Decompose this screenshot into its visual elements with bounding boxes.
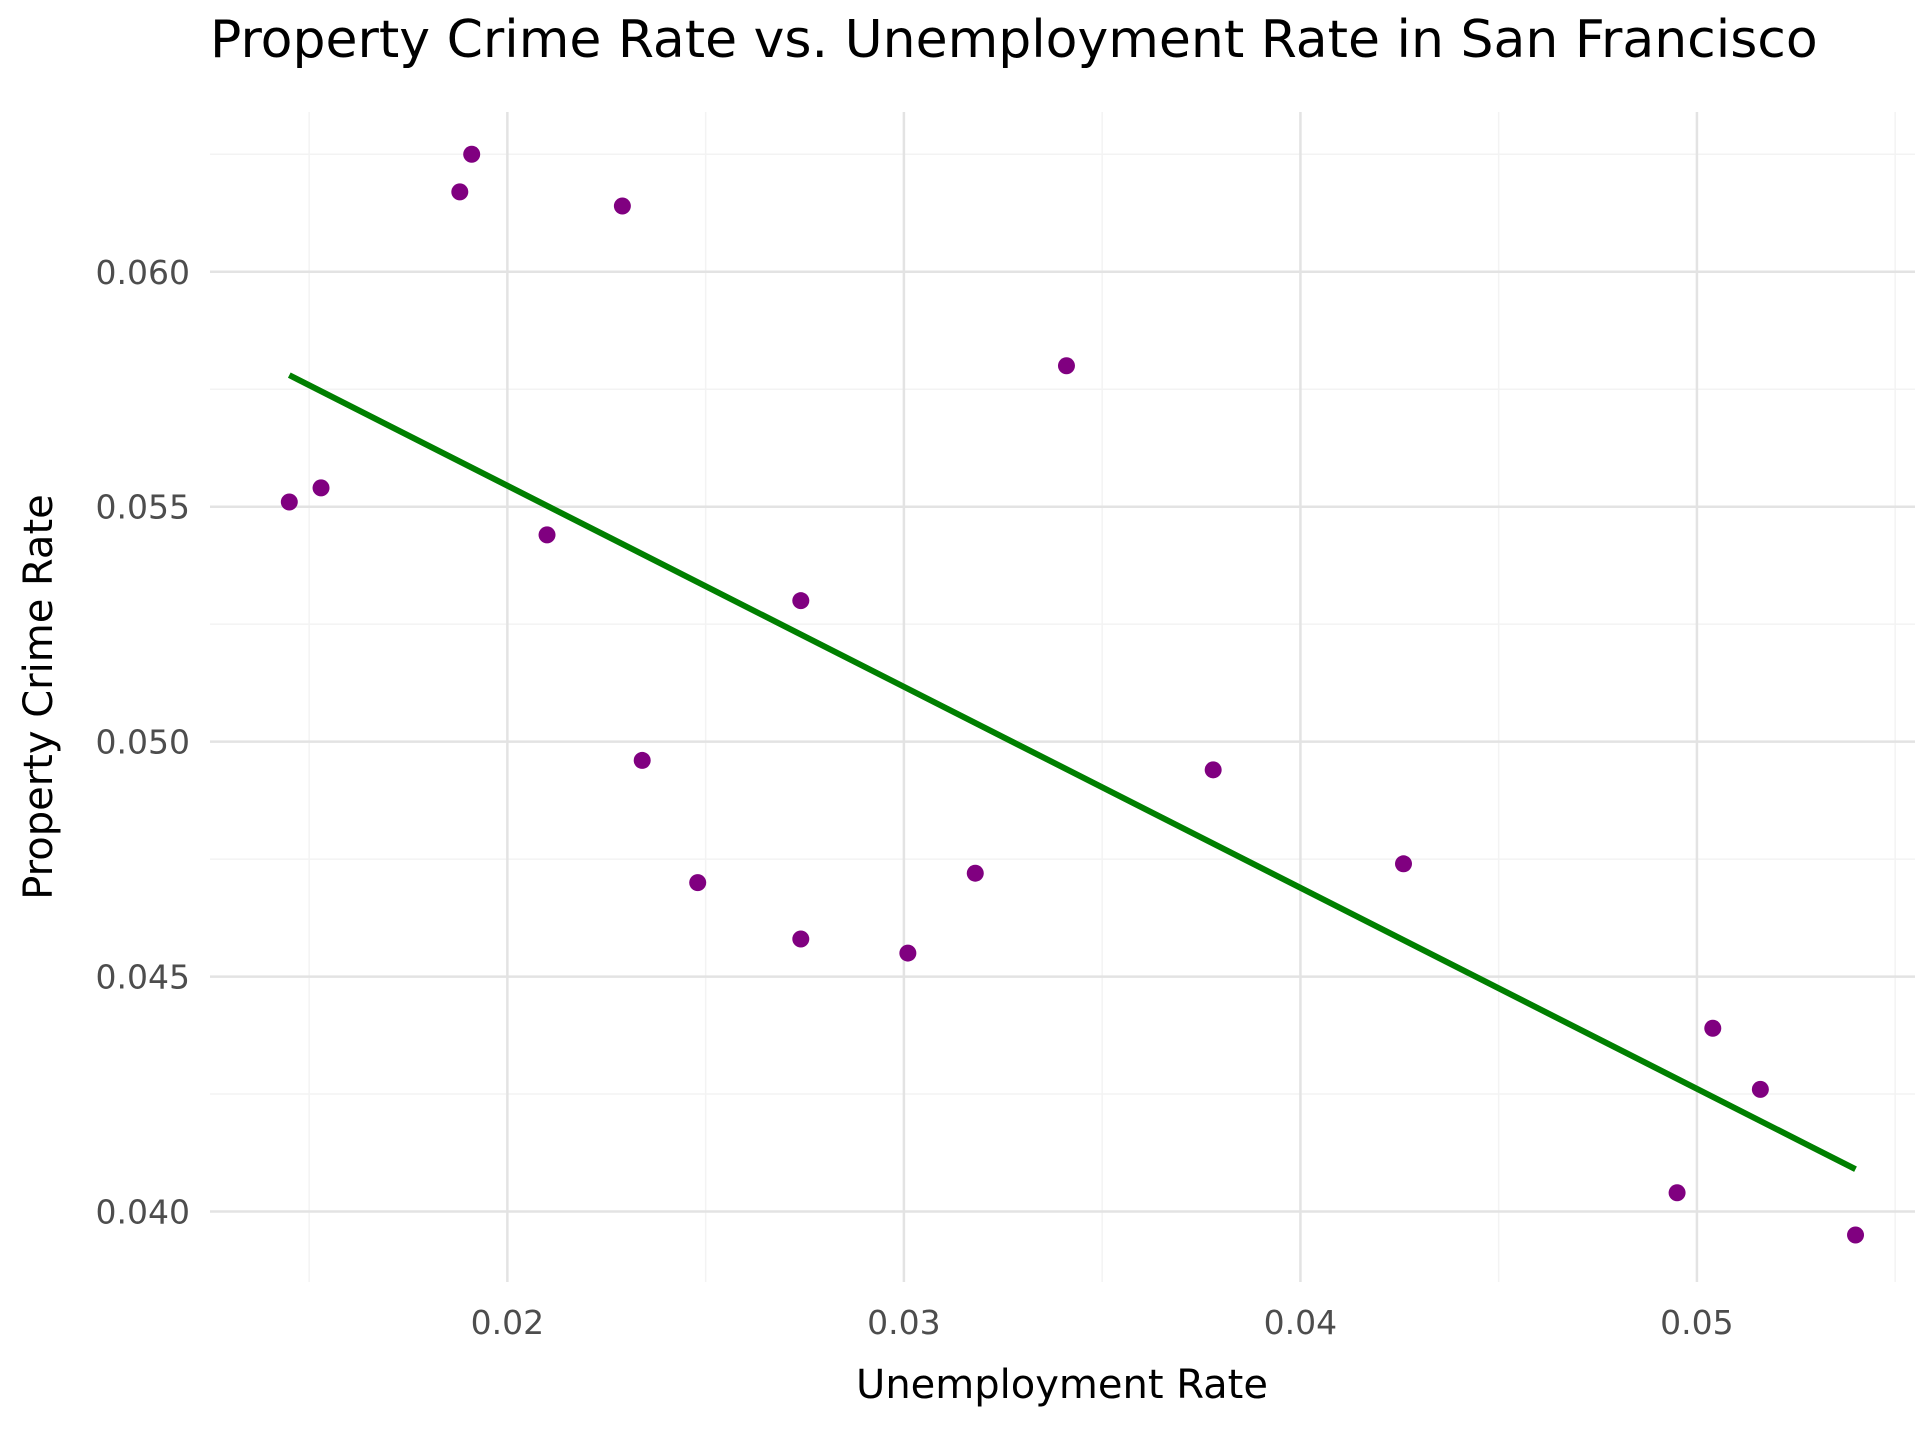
data-point <box>899 944 917 962</box>
x-tick-label: 0.03 <box>867 1303 940 1342</box>
data-point <box>689 874 707 892</box>
data-point <box>1751 1080 1769 1098</box>
y-tick-label: 0.050 <box>96 723 190 762</box>
data-point <box>613 197 631 215</box>
data-point <box>792 930 810 948</box>
y-axis-title: Property Crime Rate <box>16 494 62 899</box>
data-point <box>1204 761 1222 779</box>
y-tick-label: 0.055 <box>96 488 190 527</box>
y-tick-label: 0.040 <box>96 1193 190 1232</box>
y-tick-label: 0.045 <box>96 958 190 997</box>
x-tick-label: 0.05 <box>1660 1303 1733 1342</box>
data-point <box>1847 1226 1865 1244</box>
chart-title: Property Crime Rate vs. Unemployment Rat… <box>210 10 1818 70</box>
x-axis-title: Unemployment Rate <box>856 1362 1268 1408</box>
data-point <box>966 864 984 882</box>
data-point <box>1395 855 1412 873</box>
data-point <box>792 592 810 610</box>
data-point <box>538 526 556 544</box>
data-point <box>451 183 469 201</box>
data-point <box>1704 1019 1722 1037</box>
data-point <box>1057 357 1075 375</box>
data-point <box>1668 1184 1686 1202</box>
data-point <box>312 479 330 497</box>
data-point <box>463 145 481 163</box>
x-tick-label: 0.04 <box>1264 1303 1337 1342</box>
x-tick-label: 0.02 <box>471 1303 544 1342</box>
y-tick-label: 0.060 <box>96 253 190 292</box>
data-point <box>280 493 298 511</box>
data-point <box>633 751 651 769</box>
trend-line <box>287 372 1857 1172</box>
